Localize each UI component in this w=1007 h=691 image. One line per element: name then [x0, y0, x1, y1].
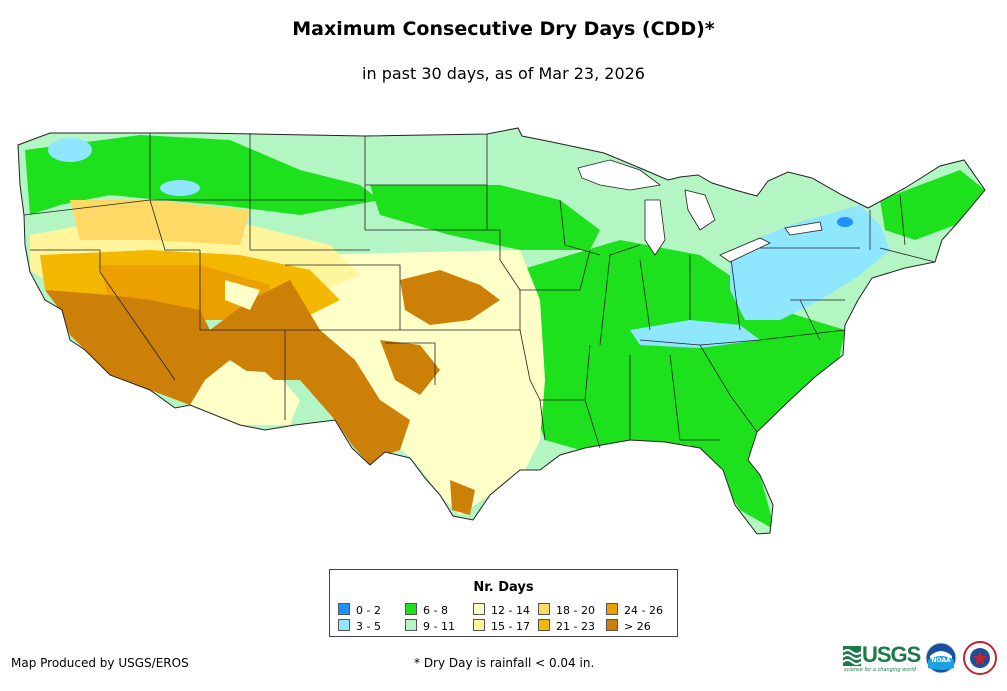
- legend-swatch: [338, 603, 350, 615]
- legend-label: 15 - 17: [491, 620, 530, 633]
- legend-box: Nr. Days 0 - 2 3 - 5 6 - 8 9 - 11 12 - 1…: [329, 569, 678, 637]
- legend-swatch: [473, 619, 485, 631]
- legend-item: 24 - 26: [606, 603, 663, 617]
- legend-label: > 26: [624, 620, 651, 633]
- legend-swatch: [606, 603, 618, 615]
- region-3-5-northeast: [730, 205, 890, 320]
- great-lakes: [577, 159, 823, 263]
- lake-ontario: [784, 221, 823, 236]
- region-6-8-new-england: [880, 170, 985, 240]
- noaa-logo-text: NOAA: [931, 657, 951, 664]
- region-3-5-ohio-valley: [630, 320, 760, 348]
- legend-swatch: [405, 603, 417, 615]
- legend-item: 3 - 5: [338, 619, 381, 633]
- legend-title: Nr. Days: [473, 580, 534, 595]
- region-over-26-kansas: [400, 270, 500, 325]
- region-3-5-idaho: [160, 180, 200, 196]
- lake-erie: [719, 237, 771, 263]
- legend-label: 6 - 8: [423, 604, 448, 617]
- legend-label: 12 - 14: [491, 604, 530, 617]
- region-6-8-upper-midwest: [370, 185, 600, 250]
- legend-label: 21 - 23: [556, 620, 595, 633]
- cdd-fill-layer: [18, 128, 985, 534]
- state-boundaries: [17, 127, 986, 535]
- region-6-8-northwest: [25, 135, 380, 215]
- legend-swatch: [405, 619, 417, 631]
- legend-item: 9 - 11: [405, 619, 455, 633]
- lake-michigan: [644, 199, 666, 256]
- legend-item: 15 - 17: [473, 619, 530, 633]
- usgs-wave-icon: [843, 646, 861, 666]
- region-3-5-washington: [48, 138, 92, 162]
- usgs-tagline: science for a changing world: [844, 667, 916, 673]
- legend-item: 18 - 20: [538, 603, 595, 617]
- legend-swatch: [606, 619, 618, 631]
- legend-swatch: [338, 619, 350, 631]
- region-12-14-utah-pocket: [225, 280, 260, 310]
- lake-huron: [684, 189, 716, 231]
- lake-superior: [577, 159, 661, 191]
- legend-item: 12 - 14: [473, 603, 530, 617]
- region-over-26-panhandle: [380, 340, 440, 395]
- map-subtitle: in past 30 days, as of Mar 23, 2026: [362, 64, 645, 83]
- usgs-logo-text: USGS: [862, 642, 921, 667]
- region-over-26-south-texas: [450, 480, 475, 515]
- legend-item: 21 - 23: [538, 619, 595, 633]
- legend-label: 9 - 11: [423, 620, 455, 633]
- legend-item: 0 - 2: [338, 603, 381, 617]
- legend-label: 24 - 26: [624, 604, 663, 617]
- legend-item: > 26: [606, 619, 651, 633]
- legend-swatch: [473, 603, 485, 615]
- region-0-2-spot: [837, 217, 853, 227]
- noaa-logo-icon: NOAA: [925, 642, 957, 674]
- dry-day-footnote: * Dry Day is rainfall < 0.04 in.: [414, 656, 595, 670]
- legend-swatch: [538, 619, 550, 631]
- region-12-14-pocket: [230, 370, 290, 410]
- legend-swatch: [538, 603, 550, 615]
- legend-label: 0 - 2: [356, 604, 381, 617]
- legend-item: 6 - 8: [405, 603, 448, 617]
- region-18-20-great-basin: [70, 200, 250, 245]
- nws-logo-icon: [963, 641, 997, 675]
- legend-label: 18 - 20: [556, 604, 595, 617]
- map-title: Maximum Consecutive Dry Days (CDD)*: [292, 18, 715, 40]
- region-over-26-southwest: [45, 280, 410, 465]
- map-credit: Map Produced by USGS/EROS: [11, 656, 189, 670]
- legend-label: 3 - 5: [356, 620, 381, 633]
